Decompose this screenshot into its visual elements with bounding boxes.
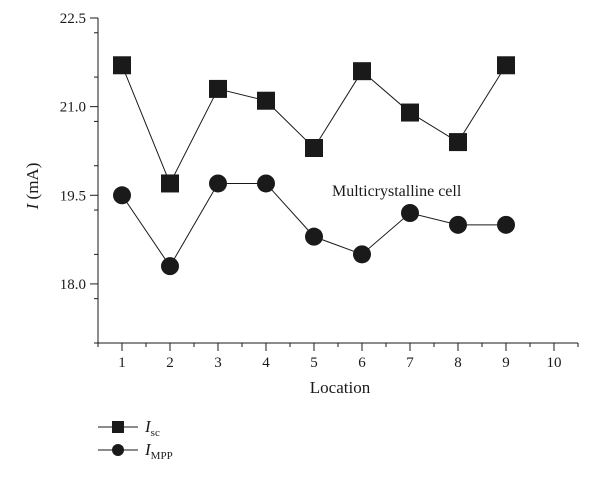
y-axis-label: I (mA)	[23, 163, 42, 211]
data-point-mpp	[305, 227, 323, 246]
chart-annotation: Multicrystalline cell	[332, 183, 462, 200]
series-layer	[113, 56, 515, 276]
x-tick-label: 3	[214, 355, 222, 371]
data-point-mpp	[497, 215, 515, 234]
data-point-mpp	[113, 186, 131, 205]
data-point-sc	[209, 79, 227, 98]
data-point-sc	[401, 103, 419, 122]
y-tick-label: 18.0	[60, 277, 86, 293]
x-axis-label: Location	[310, 378, 371, 397]
series-line-sc	[121, 65, 507, 185]
data-point-mpp	[401, 204, 419, 222]
y-tick-label: 21.0	[60, 100, 86, 116]
x-tick-label: 8	[454, 355, 462, 371]
data-point-sc	[497, 56, 515, 75]
x-tick-label: 4	[262, 355, 270, 371]
x-tick-label: 6	[358, 355, 366, 371]
x-tick-label: 2	[166, 355, 174, 371]
legend-label-impp-sub: MPP	[151, 450, 173, 462]
data-point-sc	[449, 133, 467, 152]
data-point-sc	[113, 56, 131, 75]
data-point-mpp	[353, 245, 371, 264]
ticks-layer: 1 2 3 4 5 6 7 8 9 10 18.0 19.5 21.0 22.5	[60, 11, 579, 371]
legend-entry-isc: Isc	[98, 417, 160, 439]
data-point-mpp	[161, 257, 179, 276]
data-point-sc	[257, 91, 275, 110]
legend-label-isc-main: I	[144, 417, 152, 436]
legend-entry-impp: IMPP	[98, 440, 173, 462]
data-point-sc	[353, 62, 371, 81]
legend: Isc IMPP	[98, 417, 173, 462]
legend-marker-circle	[112, 444, 124, 456]
x-tick-label: 10	[547, 355, 562, 371]
y-tick-label: 22.5	[60, 11, 86, 27]
data-point-mpp	[257, 174, 275, 193]
y-axis-label-unit: (mA)	[23, 163, 42, 204]
data-point-mpp	[449, 215, 467, 234]
x-tick-label: 5	[310, 355, 318, 371]
x-tick-label: 9	[502, 355, 510, 371]
x-tick-label: 7	[406, 355, 414, 371]
legend-label-isc: Isc	[144, 417, 160, 439]
data-point-mpp	[209, 174, 227, 193]
x-tick-label: 1	[118, 355, 126, 371]
legend-marker-square	[112, 421, 124, 433]
y-axis-label-symbol: I	[23, 202, 42, 210]
legend-label-impp-main: I	[144, 440, 152, 459]
data-point-sc	[305, 139, 323, 157]
legend-label-impp: IMPP	[144, 440, 173, 462]
data-point-sc	[161, 174, 179, 193]
y-tick-label: 19.5	[60, 188, 86, 204]
legend-label-isc-sub: sc	[151, 427, 160, 439]
